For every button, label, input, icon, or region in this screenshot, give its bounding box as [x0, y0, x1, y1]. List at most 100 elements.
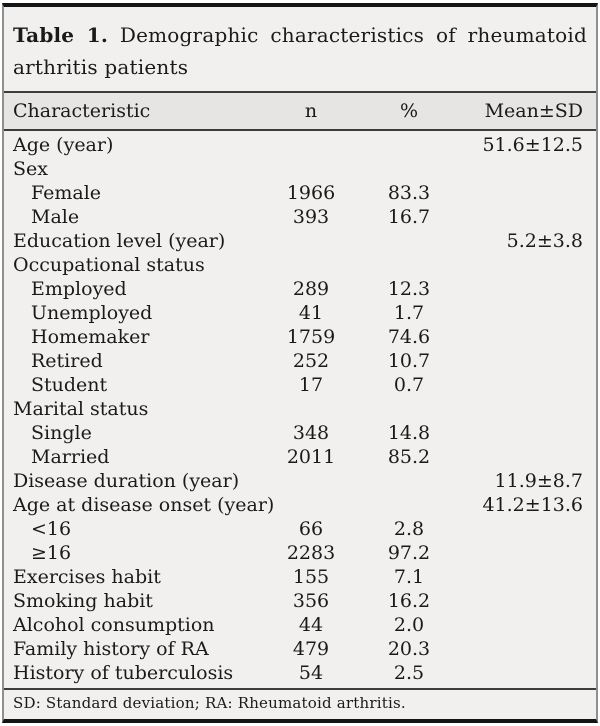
table-row: Disease duration (year) 11.9±8.7: [13, 469, 587, 493]
row-percent-value: 83.3: [387, 182, 431, 204]
row-percent-value: 20.3: [387, 638, 431, 660]
col-header-mean-sd: Mean±SD: [484, 100, 583, 122]
title-line-1: Table 1. Demographic characteristics of …: [13, 19, 587, 51]
table-row: Sex: [13, 157, 587, 181]
row-n-value: [261, 229, 361, 253]
row-percent-value: 2.5: [393, 662, 425, 684]
row-mean-sd-value: [457, 661, 587, 685]
col-header-n: n: [304, 100, 318, 122]
row-mean-sd-value: [457, 517, 587, 541]
row-mean-sd-value: [457, 589, 587, 613]
row-percent-value: 12.3: [387, 278, 431, 300]
row-mean-sd-value: [457, 421, 587, 445]
row-label: Female: [31, 182, 102, 204]
table-row: Student 17 0.7: [13, 373, 587, 397]
row-percent-value: 0.7: [393, 374, 425, 396]
row-mean-sd-value: [457, 349, 587, 373]
row-percent-value: [361, 493, 457, 517]
row-percent-value: [361, 469, 457, 493]
row-percent-value: 97.2: [387, 542, 431, 564]
row-label: <16: [31, 518, 72, 540]
row-mean-sd-value: [457, 613, 587, 637]
row-label: Student: [31, 374, 108, 396]
table-row: Single 348 14.8: [13, 421, 587, 445]
row-percent-value: [361, 229, 457, 253]
table-row: Married 2011 85.2: [13, 445, 587, 469]
row-label: Family history of RA: [13, 638, 209, 660]
row-label: Homemaker: [31, 326, 150, 348]
row-percent-value: 14.8: [387, 422, 431, 444]
row-mean-sd-value: 51.6±12.5: [482, 134, 583, 156]
row-label: Unemployed: [31, 302, 153, 324]
row-n-value: 348: [292, 422, 330, 444]
row-percent-value: 16.7: [387, 206, 431, 228]
table-row: Marital status: [13, 397, 587, 421]
row-mean-sd-value: [457, 565, 587, 589]
row-label: Exercises habit: [13, 566, 161, 588]
row-label: Marital status: [13, 398, 149, 420]
table-row: History of tuberculosis 54 2.5: [13, 661, 587, 685]
row-mean-sd-value: [457, 325, 587, 349]
row-n-value: 1966: [286, 182, 336, 204]
row-n-value: 54: [298, 662, 324, 684]
table-row: Male 393 16.7: [13, 205, 587, 229]
table-row: Age (year) 51.6±12.5: [13, 133, 587, 157]
row-n-value: 2283: [286, 542, 336, 564]
row-n-value: 479: [292, 638, 330, 660]
row-label: Employed: [31, 278, 127, 300]
row-mean-sd-value: [457, 301, 587, 325]
table-row: Homemaker 1759 74.6: [13, 325, 587, 349]
row-n-value: [261, 133, 361, 157]
row-label: Disease duration (year): [13, 470, 240, 492]
row-percent-value: 10.7: [387, 350, 431, 372]
row-label: Sex: [13, 158, 48, 180]
row-n-value: [261, 397, 361, 421]
row-n-value: 2011: [286, 446, 336, 468]
row-mean-sd-value: 41.2±13.6: [482, 494, 583, 516]
row-mean-sd-value: [457, 397, 587, 421]
row-n-value: 66: [298, 518, 324, 540]
row-label: Married: [31, 446, 110, 468]
row-percent-value: [361, 133, 457, 157]
table-row: Smoking habit 356 16.2: [13, 589, 587, 613]
row-label: Retired: [31, 350, 103, 372]
row-n-value: 252: [292, 350, 330, 372]
table-row: Occupational status: [13, 253, 587, 277]
row-n-value: [261, 253, 361, 277]
row-mean-sd-value: [457, 157, 587, 181]
row-percent-value: 1.7: [393, 302, 425, 324]
table-row: Alcohol consumption 44 2.0: [13, 613, 587, 637]
row-percent-value: 7.1: [393, 566, 425, 588]
row-label: ≥16: [31, 542, 72, 564]
table-row: Retired 252 10.7: [13, 349, 587, 373]
row-mean-sd-value: 11.9±8.7: [494, 470, 583, 492]
row-label: Smoking habit: [13, 590, 153, 612]
table-number-label: Table 1.: [13, 23, 108, 47]
col-header-percent: %: [399, 100, 419, 122]
row-n-value: [261, 469, 361, 493]
row-n-value: [261, 493, 361, 517]
table-row: Employed 289 12.3: [13, 277, 587, 301]
row-n-value: 1759: [286, 326, 336, 348]
table-row: Unemployed 41 1.7: [13, 301, 587, 325]
row-label: Age at disease onset (year): [13, 494, 275, 516]
col-header-characteristic: Characteristic: [13, 100, 151, 122]
table-row: Education level (year) 5.2±3.8: [13, 229, 587, 253]
row-percent-value: [361, 157, 457, 181]
row-label: Age (year): [13, 134, 114, 156]
column-header-row: Characteristic n % Mean±SD: [4, 91, 596, 131]
row-label: Occupational status: [13, 254, 205, 276]
row-mean-sd-value: [457, 205, 587, 229]
row-percent-value: [361, 397, 457, 421]
row-percent-value: 2.0: [393, 614, 425, 636]
table-card: Table 1. Demographic characteristics of …: [2, 3, 598, 723]
row-percent-value: 2.8: [393, 518, 425, 540]
footnote-divider: [4, 688, 596, 690]
table-row: Female 1966 83.3: [13, 181, 587, 205]
row-label: Single: [31, 422, 92, 444]
table-row: Family history of RA 479 20.3: [13, 637, 587, 661]
row-percent-value: 74.6: [387, 326, 431, 348]
row-percent-value: 85.2: [387, 446, 431, 468]
row-percent-value: 16.2: [387, 590, 431, 612]
